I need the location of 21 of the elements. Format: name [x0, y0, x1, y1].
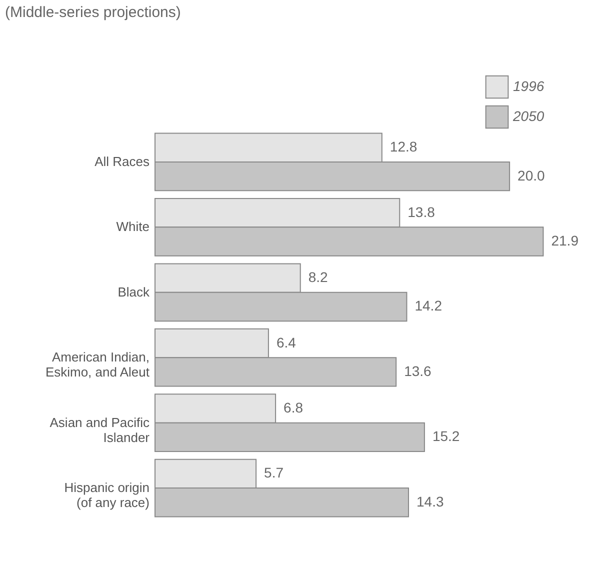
data-label: 8.2 — [308, 269, 328, 286]
data-label: 15.2 — [432, 428, 460, 444]
legend-label: 1996 — [513, 78, 544, 94]
y-tick-label: All Races — [94, 154, 150, 169]
data-label: 13.8 — [408, 204, 436, 220]
y-tick-label: Black — [118, 284, 150, 300]
data-label: 21.9 — [551, 232, 579, 249]
y-tick-label: Hispanic origin (of any race) — [64, 480, 150, 510]
data-label: 6.8 — [284, 399, 304, 416]
data-label: 14.2 — [414, 298, 442, 314]
y-tick-label: American Indian, Eskimo, and Aleut — [45, 350, 150, 380]
chart-subtitle: (Middle-series projections) — [5, 4, 181, 21]
data-label: 20.0 — [518, 167, 546, 184]
data-label: 5.7 — [264, 464, 284, 481]
y-tick-label: White — [116, 219, 150, 234]
y-tick-label: Asian and Pacific Islander — [50, 414, 150, 445]
data-label: 6.4 — [276, 334, 296, 350]
legend-label: 2050 — [512, 108, 544, 124]
data-label: 12.8 — [390, 138, 418, 155]
data-label: 13.6 — [404, 362, 432, 379]
data-label: 14.3 — [416, 493, 444, 510]
